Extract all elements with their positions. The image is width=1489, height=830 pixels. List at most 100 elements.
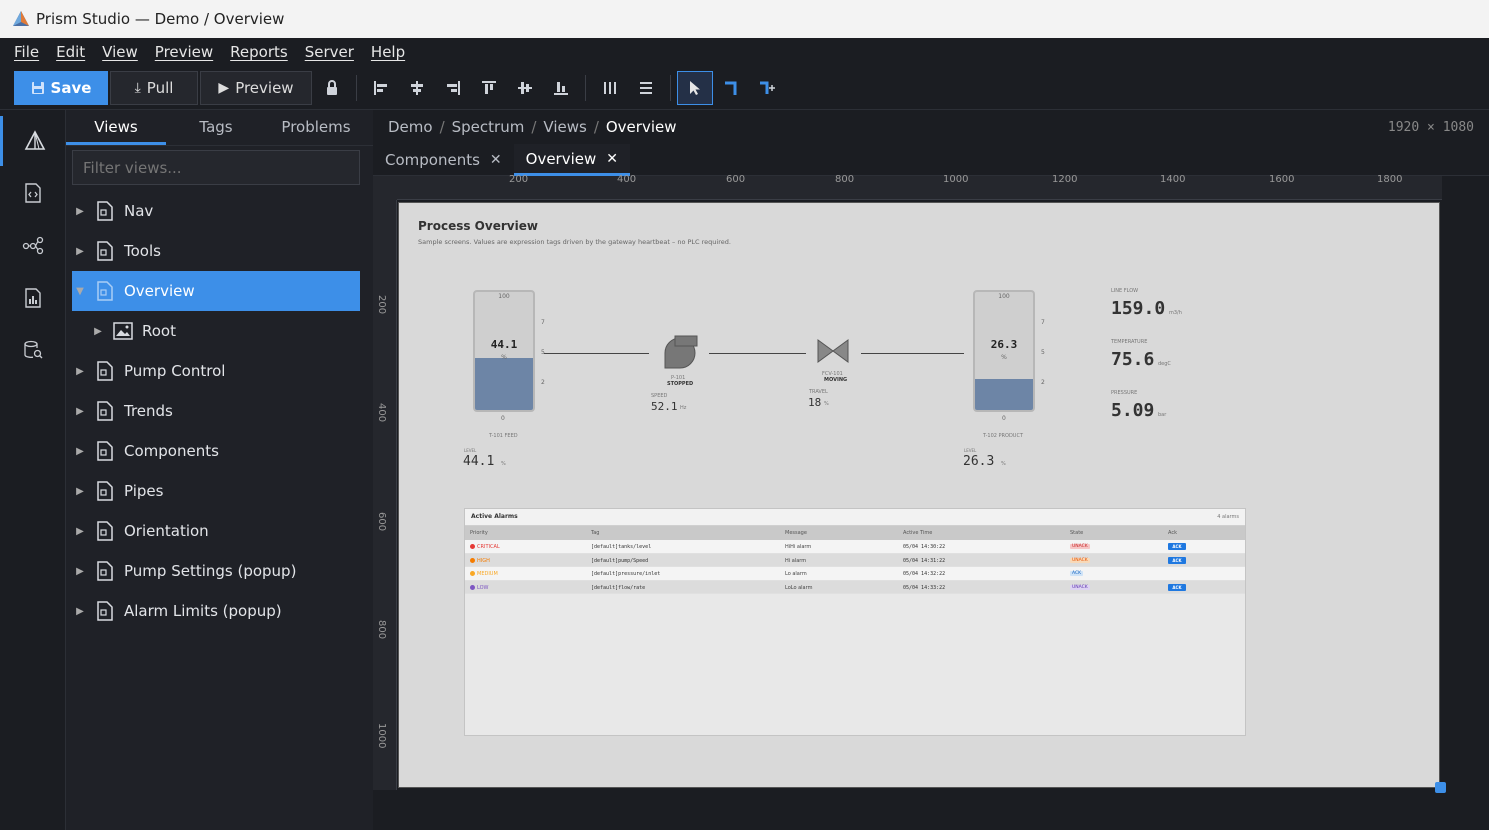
distribute-vertical-button[interactable] xyxy=(628,71,664,105)
pipe-draw-button[interactable] xyxy=(713,71,749,105)
expand-arrow-icon[interactable]: ▶ xyxy=(76,365,84,377)
pipe-segment[interactable] xyxy=(709,353,806,354)
view-file-icon xyxy=(97,401,113,421)
menu-file[interactable]: File xyxy=(14,43,40,61)
activity-reports[interactable] xyxy=(0,273,66,323)
menu-edit[interactable]: Edit xyxy=(56,43,86,61)
preview-button[interactable]: ▶ Preview xyxy=(200,70,312,105)
align-right-button[interactable] xyxy=(435,71,471,105)
tree-item-orientation[interactable]: ▶ Orientation xyxy=(72,511,360,551)
breadcrumb-demo[interactable]: Demo xyxy=(388,118,433,136)
alarm-time: 05/04 14:31:22 xyxy=(903,557,946,564)
select-tool-button[interactable] xyxy=(677,70,713,105)
tree-item-overview[interactable]: ▼ Overview xyxy=(72,271,360,311)
view-canvas[interactable]: Process Overview Sample screens. Values … xyxy=(398,202,1440,788)
col-tag[interactable]: Tag xyxy=(591,530,600,536)
pipe-edit-button[interactable] xyxy=(749,71,785,105)
expand-arrow-icon[interactable]: ▶ xyxy=(76,405,84,417)
level-value: 26.3 xyxy=(963,454,995,469)
close-icon[interactable]: ✕ xyxy=(489,152,502,168)
tree-item-tools[interactable]: ▶ Tools xyxy=(72,231,360,271)
tank-product[interactable]: 100 26.3 % xyxy=(973,290,1035,412)
align-top-button[interactable] xyxy=(471,71,507,105)
ack-button[interactable]: ACK xyxy=(1168,543,1186,550)
distribute-columns-icon xyxy=(604,81,616,94)
expand-arrow-icon[interactable]: ▶ xyxy=(76,485,84,497)
activity-database[interactable] xyxy=(0,325,66,375)
col-active-time[interactable]: Active Time xyxy=(903,530,933,536)
save-button[interactable]: Save xyxy=(14,70,108,105)
table-row[interactable]: LOW [default]flow/rate LoLo alarm 05/04 14:… xyxy=(465,580,1245,594)
speed-unit: Hz xyxy=(680,405,687,411)
table-row[interactable]: MEDIUM [default]pressure/inlet Lo alarm 05/… xyxy=(465,567,1245,581)
canvas-resize-handle[interactable] xyxy=(1435,782,1446,793)
tree-item-components[interactable]: ▶ Components xyxy=(72,431,360,471)
col-state[interactable]: State xyxy=(1070,530,1084,536)
tree-item-alarm-limits-popup[interactable]: ▶ Alarm Limits (popup) xyxy=(72,591,360,631)
expand-arrow-icon[interactable]: ▶ xyxy=(76,445,84,457)
activity-scripts[interactable] xyxy=(0,168,66,218)
pull-button[interactable]: ⤓ Pull xyxy=(110,70,198,105)
expand-arrow-icon[interactable]: ▶ xyxy=(94,325,102,337)
close-icon[interactable]: ✕ xyxy=(606,150,618,167)
breadcrumb-views[interactable]: Views xyxy=(543,118,587,136)
lock-button[interactable] xyxy=(314,71,350,105)
doc-tab-components[interactable]: Components ✕ xyxy=(373,144,514,176)
activity-views[interactable] xyxy=(0,116,66,166)
save-label: Save xyxy=(50,78,92,97)
tree-item-pipes[interactable]: ▶ Pipes xyxy=(72,471,360,511)
pipe-segment[interactable] xyxy=(544,353,649,354)
ruler-mark: 600 xyxy=(376,512,387,532)
lock-icon xyxy=(327,79,337,95)
level-unit: % xyxy=(501,461,506,467)
breadcrumb-spectrum[interactable]: Spectrum xyxy=(451,118,525,136)
expand-arrow-icon[interactable]: ▶ xyxy=(76,205,84,217)
col-priority[interactable]: Priority xyxy=(470,530,488,536)
col-ack[interactable]: Ack xyxy=(1168,530,1177,536)
tree-item-root[interactable]: ▶ Root xyxy=(72,311,360,351)
menu-view[interactable]: View xyxy=(102,43,138,61)
tree-item-pump-control[interactable]: ▶ Pump Control xyxy=(72,351,360,391)
breadcrumb: Demo / Spectrum / Views / Overview xyxy=(388,118,677,136)
ack-button[interactable]: ACK xyxy=(1168,556,1186,564)
alarm-message: Lo alarm xyxy=(785,571,807,577)
ruler-corner xyxy=(373,176,397,200)
tank-level-fill xyxy=(975,378,1033,410)
align-bottom-button[interactable] xyxy=(543,71,579,105)
col-message[interactable]: Message xyxy=(785,530,807,536)
filter-views-input[interactable] xyxy=(72,150,360,185)
alarm-message: Hi alarm xyxy=(785,557,807,564)
pipe-segment[interactable] xyxy=(861,353,964,354)
align-left-button[interactable] xyxy=(363,71,399,105)
doc-tab-overview[interactable]: Overview ✕ xyxy=(513,144,630,176)
tab-views[interactable]: Views xyxy=(66,110,166,145)
menu-reports[interactable]: Reports xyxy=(230,43,288,61)
expand-arrow-icon[interactable]: ▶ xyxy=(76,245,84,257)
ruler-mark: 200 xyxy=(376,295,387,315)
ack-button[interactable]: ACK xyxy=(1168,583,1186,591)
distribute-horizontal-button[interactable] xyxy=(592,71,628,105)
expand-arrow-icon[interactable]: ▶ xyxy=(76,525,84,537)
menu-server[interactable]: Server xyxy=(304,43,354,61)
pump-icon[interactable] xyxy=(661,334,699,372)
valve-icon[interactable] xyxy=(817,339,849,363)
menu-preview[interactable]: Preview xyxy=(154,43,214,61)
table-row[interactable]: HIGH [default]pump/Speed Hi alarm 05/04 14:… xyxy=(465,553,1245,567)
tab-tags[interactable]: Tags xyxy=(199,118,233,136)
tree-item-label: Root xyxy=(142,322,176,340)
align-center-button[interactable] xyxy=(399,71,435,105)
tab-problems[interactable]: Problems xyxy=(281,118,351,136)
tree-item-nav[interactable]: ▶ Nav xyxy=(72,191,360,231)
tank-feed[interactable]: 100 44.1 % xyxy=(473,290,535,412)
expand-arrow-icon[interactable]: ▶ xyxy=(76,565,84,577)
table-row[interactable]: CRITICAL [default]tanks/level HiHi alarm 05… xyxy=(465,540,1245,554)
activity-flows[interactable] xyxy=(0,220,66,270)
menu-help[interactable]: Help xyxy=(370,43,406,61)
expand-arrow-icon[interactable]: ▶ xyxy=(76,605,84,617)
alarm-table[interactable]: Active Alarms 4 alarms Priority Tag Mess… xyxy=(464,508,1246,736)
tree-item-pump-settings-popup[interactable]: ▶ Pump Settings (popup) xyxy=(72,551,360,591)
align-middle-button[interactable] xyxy=(507,71,543,105)
ruler-mark: 200 xyxy=(509,174,529,185)
collapse-arrow-icon[interactable]: ▼ xyxy=(76,285,84,297)
tree-item-trends[interactable]: ▶ Trends xyxy=(72,391,360,431)
